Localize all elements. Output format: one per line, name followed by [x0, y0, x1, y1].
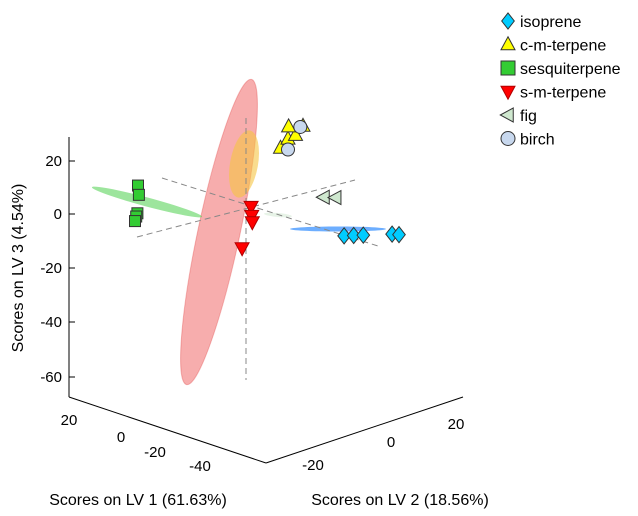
x-tick-label: -40: [189, 458, 211, 475]
data-point-s-m-terpene: [234, 242, 250, 257]
legend-marker-isoprene: [501, 12, 515, 30]
axes: [68, 137, 464, 464]
legend-label-fig: fig: [520, 108, 537, 125]
legend-label-isoprene: isoprene: [520, 14, 581, 31]
z-tick-label: -20: [40, 260, 62, 277]
confidence-ellipsoids: [91, 78, 386, 386]
y-tick-label: -20: [302, 457, 324, 474]
guide-lv2: [161, 177, 379, 247]
legend-marker-c-m-terpene: [500, 35, 516, 51]
x-tick-label: -20: [144, 444, 166, 461]
legend-label-c-m-terpene: c-m-terpene: [520, 38, 606, 55]
ellipsoid-c-m-terpene: [229, 130, 259, 198]
data-point-fig: [315, 189, 330, 206]
legend: isoprene c-m-terpene sesquiterpene s-m-terp…: [499, 12, 621, 149]
legend-label-s-m-terpene: s-m-terpene: [520, 85, 606, 102]
y-tick-label: 0: [387, 434, 395, 451]
y-axis-title: Scores on LV 2 (18.56%): [311, 492, 489, 509]
x-axis-title: Scores on LV 1 (61.63%): [49, 492, 227, 509]
legend-marker-sesquiterpene: [500, 60, 516, 76]
x-tick-label: 20: [61, 412, 78, 429]
ellipsoid-s-m-terpene: [180, 78, 258, 386]
data-point-s-m-terpene: [243, 200, 259, 216]
legend-marker-birch: [500, 131, 516, 146]
data-point-s-m-terpene: [244, 216, 261, 231]
z-axis-title: Scores on LV 3 (4.54%): [10, 184, 27, 353]
data-point-c-m-terpene: [280, 117, 297, 133]
ellipsoid-isoprene: [290, 226, 386, 232]
data-point-isoprene: [346, 226, 361, 245]
x-tick-label: 0: [117, 429, 125, 446]
data-point-isoprene: [337, 227, 352, 245]
z-tick-label: -60: [40, 369, 62, 386]
data-point-sesquiterpene: [132, 188, 145, 201]
data-point-birch: [293, 119, 308, 134]
data-point-birch: [281, 142, 295, 157]
y-tick-label: 20: [448, 416, 465, 433]
legend-label-sesquiterpene: sesquiterpene: [520, 61, 621, 78]
ellipsoid-sesquiterpene: [91, 186, 203, 218]
data-point-fig: [326, 189, 342, 206]
data-point-isoprene: [356, 226, 371, 245]
z-tick-label: 20: [45, 153, 62, 170]
data-point-isoprene: [392, 225, 406, 244]
data-markers: [129, 117, 406, 257]
legend-marker-fig: [499, 107, 514, 123]
axis-ticks: 20 0 -20 -40 -60 20 0 -20 -40 -20 0 20: [40, 153, 464, 475]
z-tick-label: -40: [40, 314, 62, 331]
data-point-c-m-terpene: [287, 126, 304, 141]
legend-marker-s-m-terpene: [500, 85, 516, 101]
z-tick-label: 0: [54, 206, 62, 223]
data-point-sesquiterpene: [129, 215, 141, 228]
y-axis-line: [265, 396, 464, 464]
x-axis-line: [68, 396, 267, 464]
legend-label-birch: birch: [520, 132, 555, 149]
